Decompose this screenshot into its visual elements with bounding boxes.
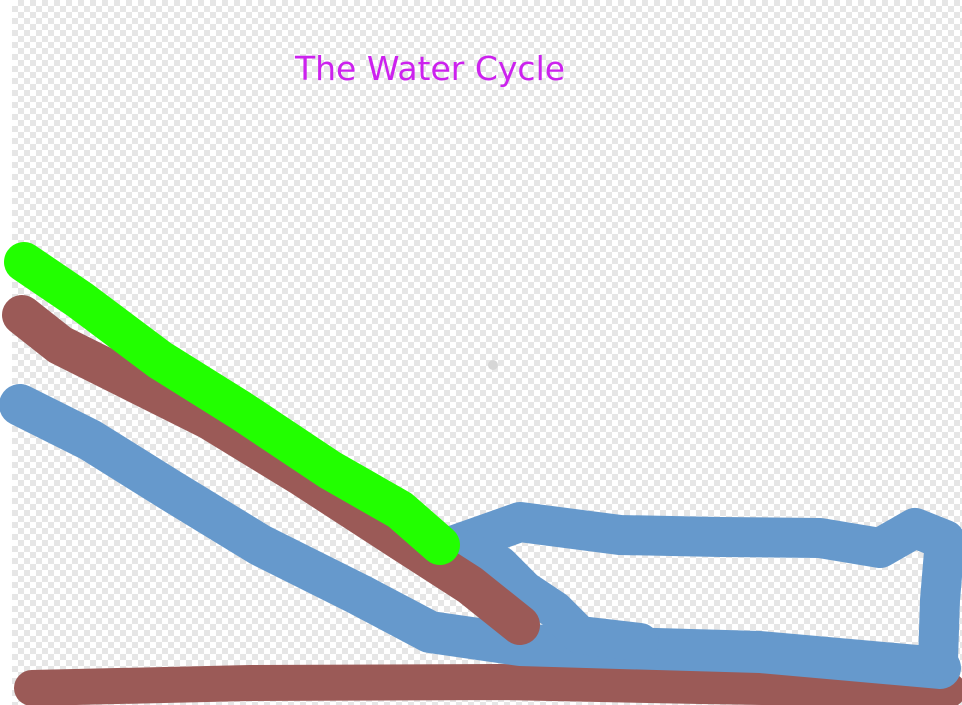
ground-stroke bbox=[32, 682, 948, 690]
center-marker bbox=[488, 360, 498, 370]
grass-stroke bbox=[24, 262, 440, 545]
land-stroke bbox=[22, 315, 520, 625]
title: The Water Cycle bbox=[294, 49, 565, 88]
page: The Water Cycle (() => { const data = JS… bbox=[0, 0, 962, 705]
drawing: The Water Cycle bbox=[0, 0, 962, 705]
